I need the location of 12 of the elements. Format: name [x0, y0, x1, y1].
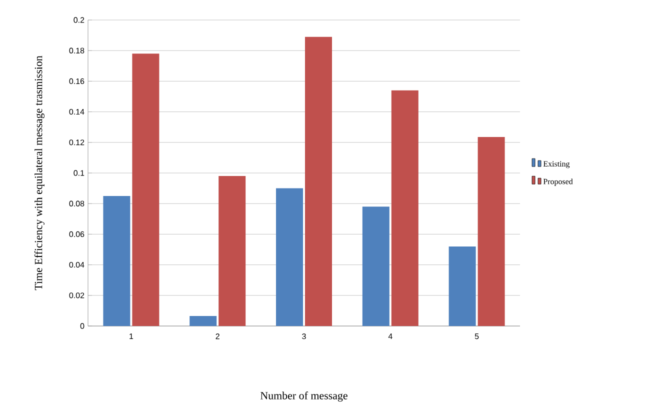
y-axis-title: Time Efficiency with equilateral message trasmission	[34, 56, 44, 290]
bar	[305, 36, 332, 326]
bar	[448, 246, 476, 326]
bar	[218, 176, 246, 326]
bar	[190, 316, 217, 326]
bar	[478, 137, 505, 326]
bar	[362, 206, 390, 326]
bar	[276, 188, 304, 326]
bar	[391, 90, 418, 326]
x-axis-title: Number of message	[260, 392, 348, 402]
bar	[103, 196, 130, 326]
bar	[132, 54, 160, 326]
